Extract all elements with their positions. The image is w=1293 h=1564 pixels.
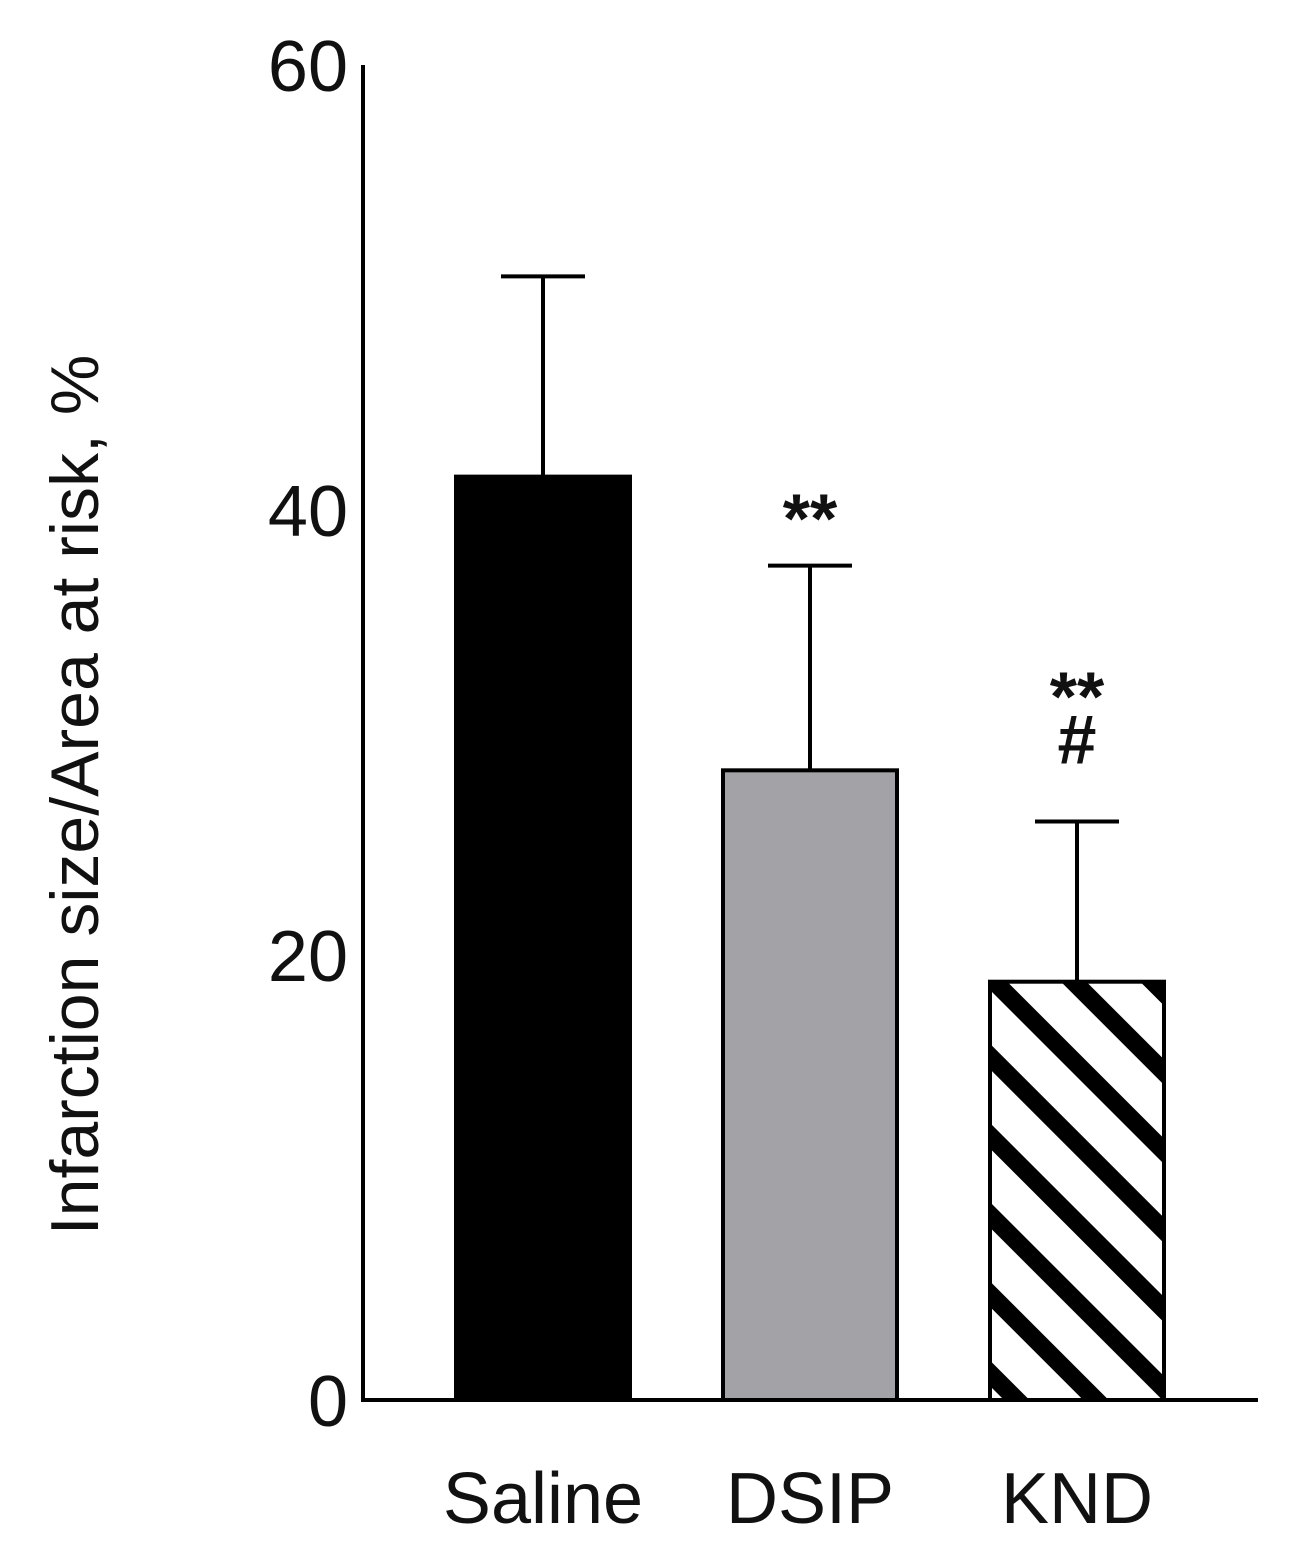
category-label-knd: KND xyxy=(1001,1459,1153,1539)
bar-saline xyxy=(454,474,632,1402)
bars xyxy=(454,274,1166,1402)
bar-dsip xyxy=(721,768,899,1402)
y-tick-label: 20 xyxy=(268,917,348,997)
y-tick-label: 60 xyxy=(268,27,348,107)
bar-knd xyxy=(988,979,1166,1402)
y-tick-label: 40 xyxy=(268,472,348,552)
category-label-saline: Saline xyxy=(443,1459,643,1539)
significance-stars: ** xyxy=(1050,658,1105,736)
significance-hash: # xyxy=(1058,701,1097,779)
y-tick-label: 0 xyxy=(308,1362,348,1442)
significance-stars: ** xyxy=(783,480,838,558)
category-label-dsip: DSIP xyxy=(726,1459,894,1539)
y-axis-label: Infarction size/Area at risk, % xyxy=(37,355,113,1236)
